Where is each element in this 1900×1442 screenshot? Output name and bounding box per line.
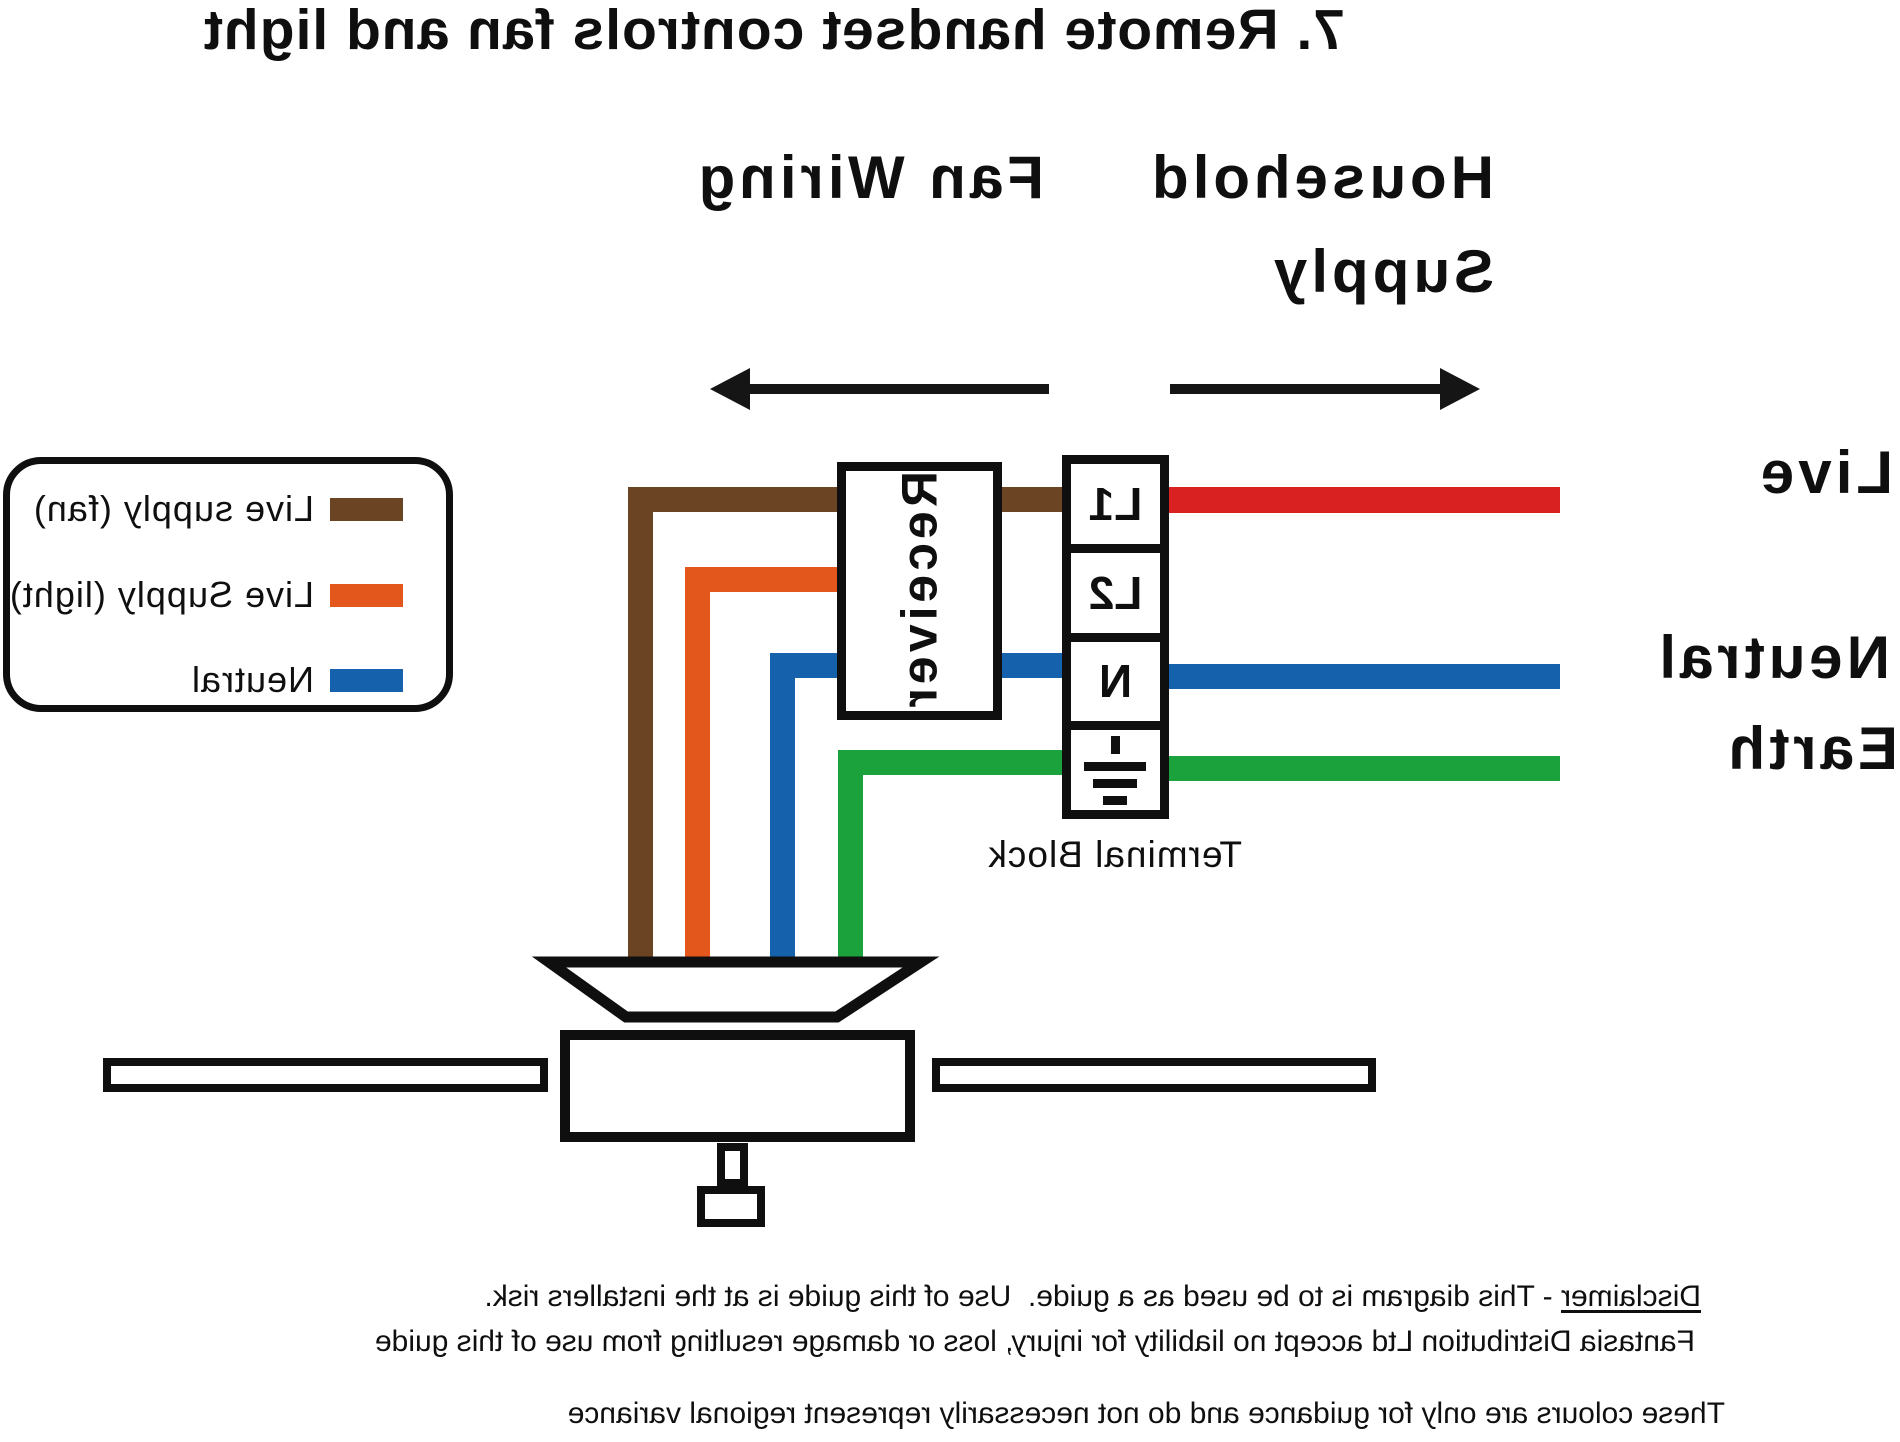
household-supply-line2: Supply <box>1269 238 1494 305</box>
fan-neutral-wire-vertical <box>770 653 795 962</box>
household-supply-line1: Household <box>1148 144 1494 211</box>
legend-label: Live Supply (light) <box>8 574 314 615</box>
legend-label: Live supply (fan) <box>32 488 314 529</box>
fan-live-wire-vertical <box>628 487 653 962</box>
terminal-block-label: Terminal Block <box>987 834 1242 875</box>
legend-swatch-live-fan <box>330 497 403 521</box>
fan-light-stem <box>717 1143 748 1187</box>
legend-item: Live supply (fan) <box>32 488 403 529</box>
legend-item: Neutral <box>190 659 403 700</box>
fan-light-fitting <box>697 1186 765 1227</box>
terminal-cell-l2: L2 <box>1071 543 1160 633</box>
live-label: Live <box>1756 439 1893 506</box>
earth-symbol <box>1084 735 1147 805</box>
fan-canopy <box>531 956 940 1023</box>
legend-item: Live Supply (light) <box>8 574 403 615</box>
legend-label: Neutral <box>190 659 314 700</box>
legend-swatch-live-light <box>330 583 403 607</box>
arrow-shaft <box>748 384 1049 394</box>
arrow-right-icon <box>710 368 750 410</box>
terminal-cell-l1: L1 <box>1088 477 1143 530</box>
fan-wiring-heading: Fan Wiring <box>694 144 1044 211</box>
disclaimer-word: Disclaimer <box>1560 1280 1701 1313</box>
disclaimer-line2: Fantasia Distribution Ltd accept no liab… <box>374 1325 1695 1358</box>
fan-earth-wire-vertical <box>838 750 863 962</box>
neutral-label: Neutral <box>1655 624 1890 691</box>
fan-motor-body <box>560 1030 915 1142</box>
legend-box: Live supply (fan) Live Supply (light) Ne… <box>3 457 453 712</box>
neutral-wire <box>1169 664 1560 689</box>
receiver-box: Receiver <box>837 462 1002 720</box>
receiver-label: Receiver <box>891 470 948 712</box>
fan-blade-left <box>932 1058 1376 1092</box>
household-supply-heading: Household Supply <box>1148 144 1494 305</box>
fan-blade-right <box>103 1058 548 1092</box>
terminal-cell-n: N <box>1071 632 1160 722</box>
arrow-shaft <box>1170 384 1448 394</box>
light-live-wire-vertical <box>685 567 710 962</box>
terminal-cell-earth <box>1071 721 1160 810</box>
legend-swatch-neutral <box>330 668 403 692</box>
arrow-left-icon <box>1440 368 1480 410</box>
earth-label: Earth <box>1724 715 1898 782</box>
disclaimer-line1-rest: - This diagram is to be used as a guide.… <box>484 1280 1561 1313</box>
earth-wire <box>1169 756 1560 781</box>
live-wire <box>1169 487 1560 513</box>
fan-earth-wire-horizontal <box>838 750 1062 775</box>
disclaimer-line1: Disclaimer - This diagram is to be used … <box>484 1279 1701 1315</box>
disclaimer-line3: These colours are only for guidance and … <box>567 1397 1725 1430</box>
terminal-block: L1 L2 N <box>1062 455 1169 819</box>
page-title: 7. Remote handset controls fan and light <box>202 0 1345 62</box>
